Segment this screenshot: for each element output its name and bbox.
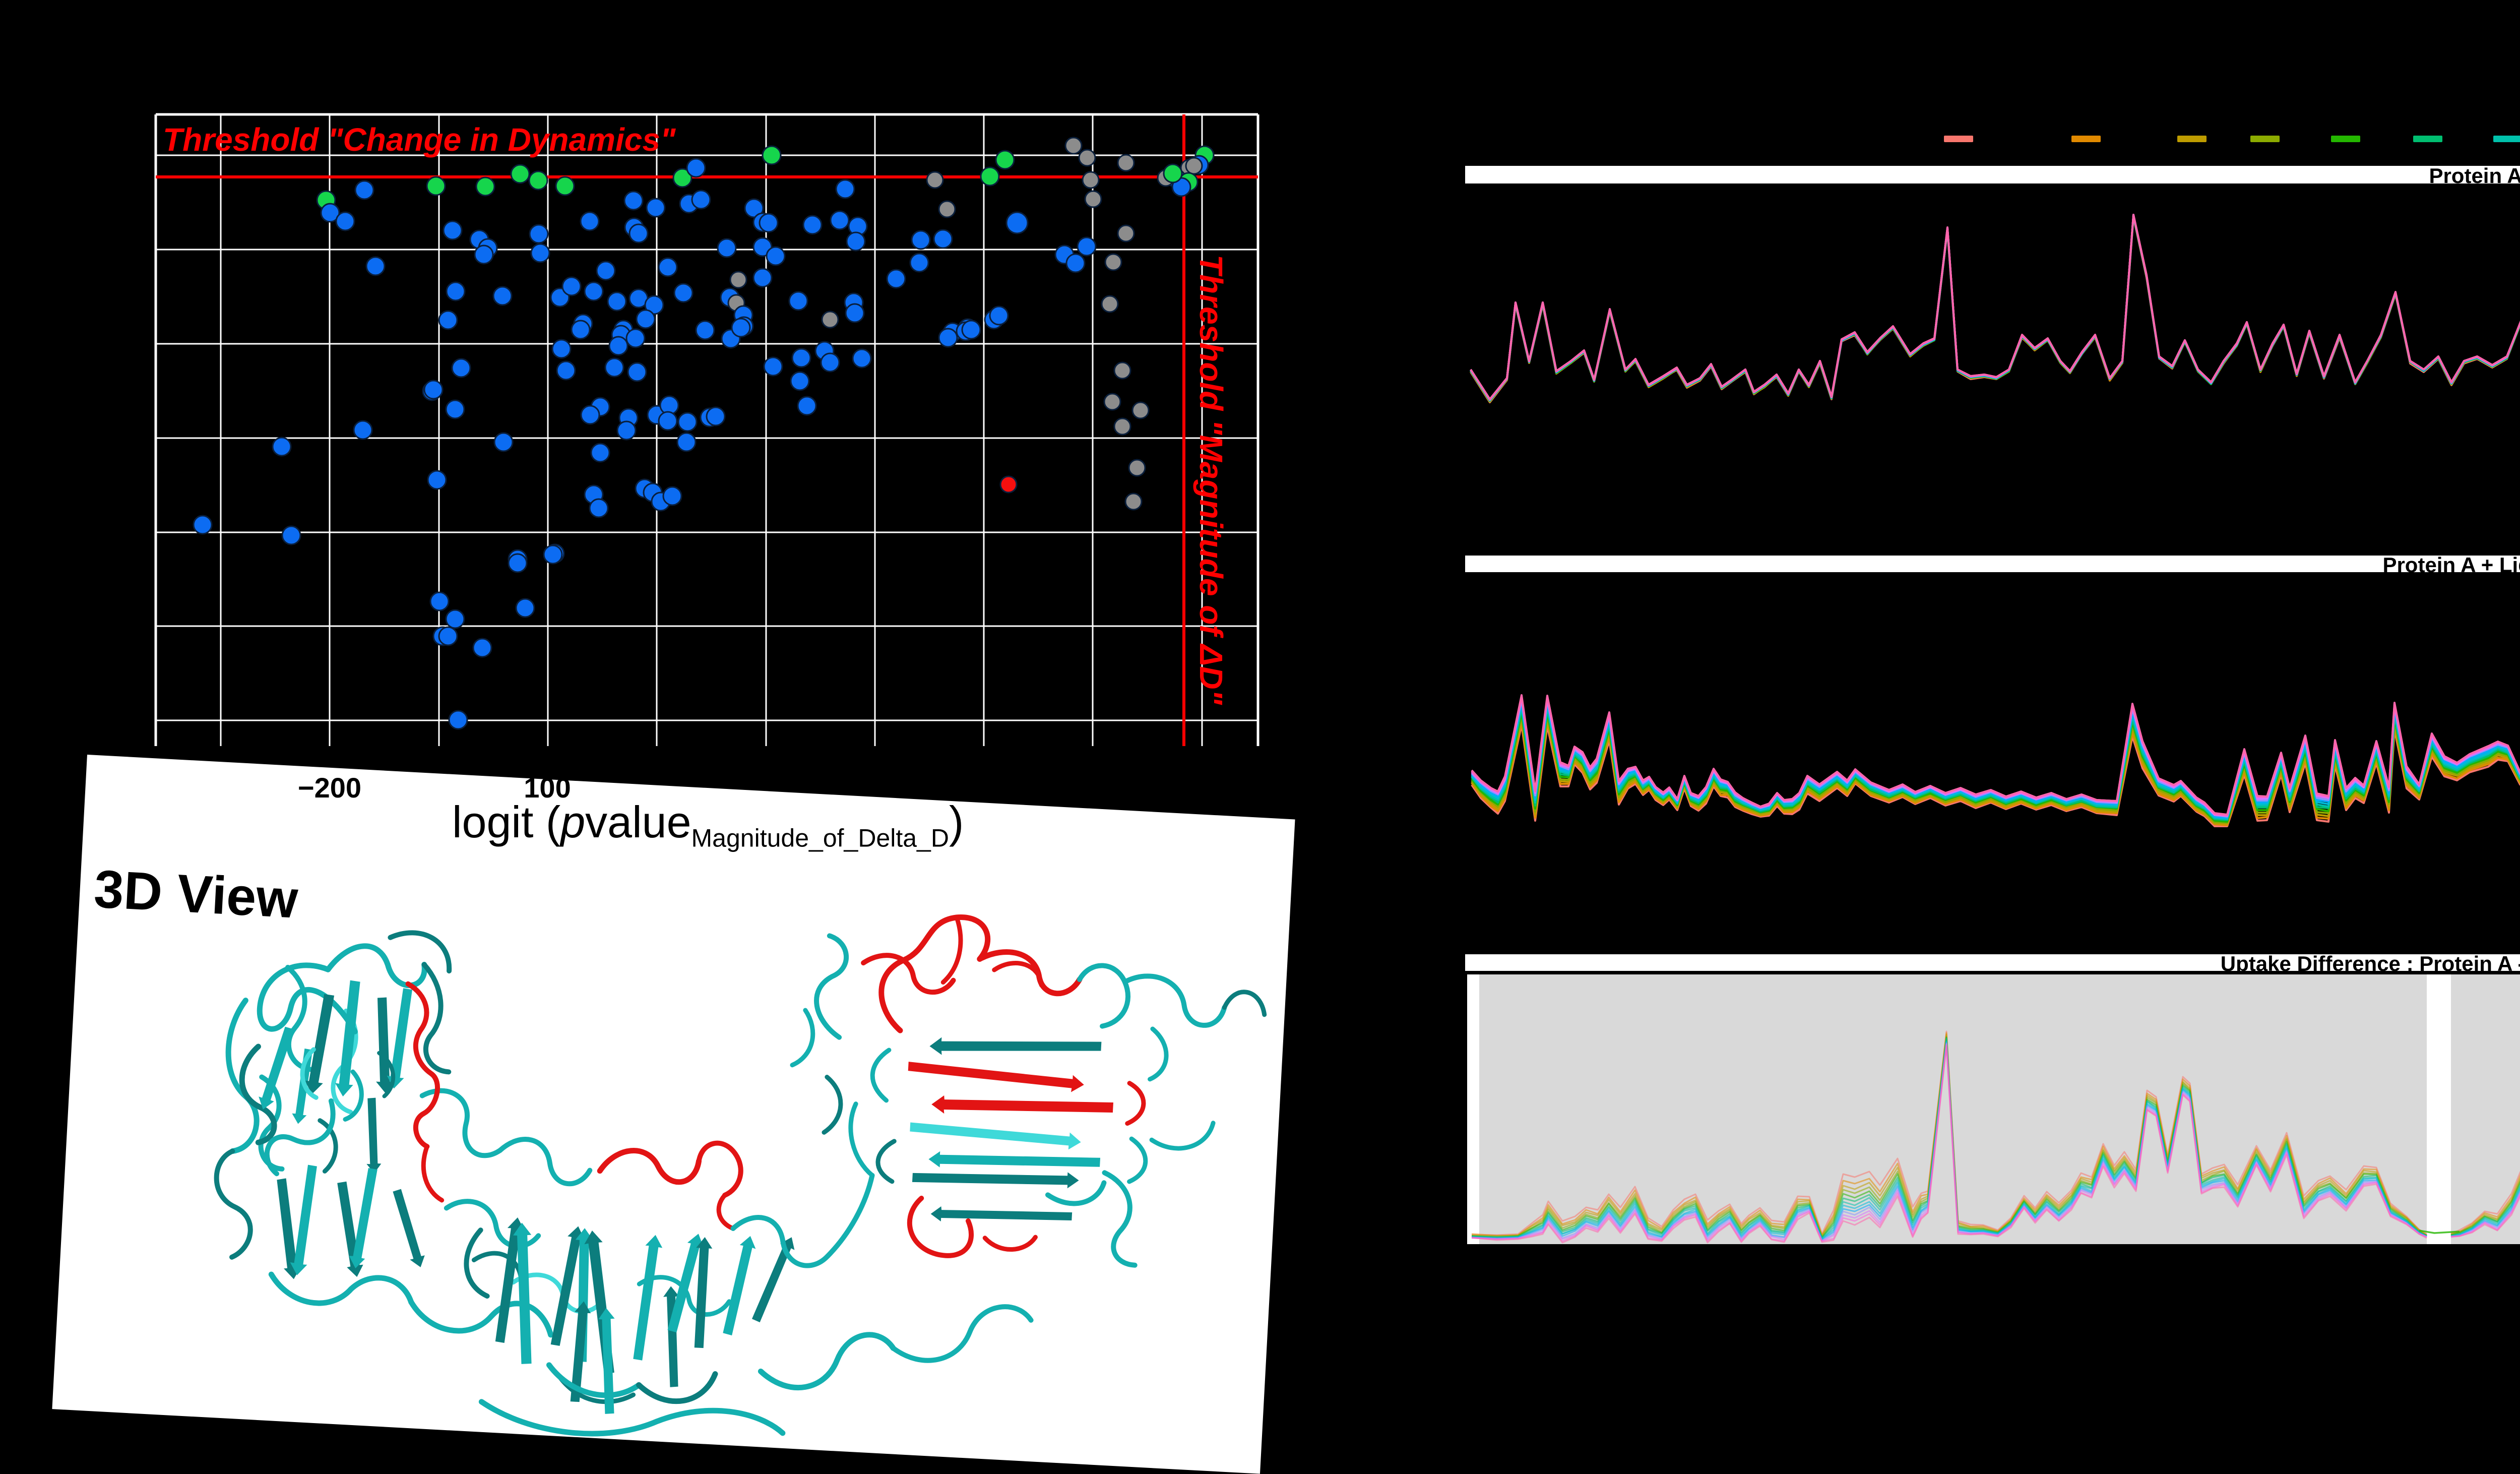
svg-text:Uptake Difference : Protein A: Uptake Difference : Protein A - (Protein…: [2221, 952, 2520, 975]
svg-text:Threshold "Change in Dynamics": Threshold "Change in Dynamics": [163, 121, 676, 158]
svg-text:Threshold "Magnitude of ΔD": Threshold "Magnitude of ΔD": [1193, 255, 1229, 705]
svg-text:Protein A + Ligand: Protein A + Ligand: [2382, 553, 2520, 577]
svg-text:Protein A: Protein A: [2429, 164, 2520, 188]
